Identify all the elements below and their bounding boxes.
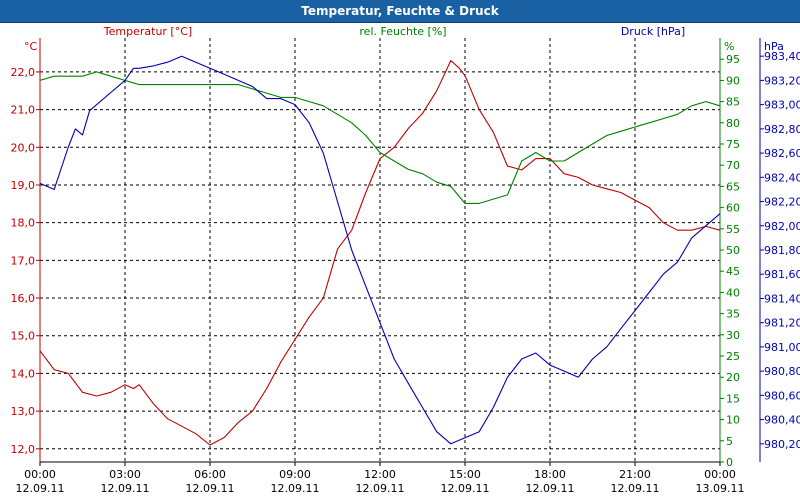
window-title: Temperatur, Feuchte & Druck [301, 4, 499, 18]
humidity-axis-tick-label: 20 [726, 371, 740, 384]
left-axis-tick-label: 18,0 [11, 217, 36, 230]
x-axis-date-label: 12.09.11 [611, 482, 660, 495]
left-axis-unit: °C [24, 40, 38, 53]
pressure-axis-tick-label: 980,40 [764, 414, 800, 427]
left-axis-tick-label: 12,0 [11, 443, 36, 456]
humidity-axis-tick-label: 35 [726, 308, 740, 321]
axes: 12,0 13,0 14,0 15,0 16,0 17,0 18,0 19,0 20,0 21,0… [11, 25, 800, 495]
x-axis-date-label: 12.09.11 [101, 482, 150, 495]
humidity-axis-tick-label: 60 [726, 202, 740, 215]
pressure-axis-tick-label: 981,40 [764, 292, 800, 305]
grid [40, 38, 720, 462]
x-axis-date-label: 12.09.11 [16, 482, 65, 495]
pressure-axis-tick-label: 980,80 [764, 365, 800, 378]
left-axis-tick-label: 16,0 [11, 292, 36, 305]
legend-temperature: Temperatur [°C] [103, 25, 192, 38]
pressure-axis-tick-label: 983,40 [764, 50, 800, 63]
humidity-axis-tick-label: 75 [726, 138, 740, 151]
pressure-axis-unit: hPa [764, 40, 784, 53]
humidity-axis-tick-label: 0 [726, 456, 733, 469]
pressure-axis-tick-label: 981,60 [764, 268, 800, 281]
pressure-axis-tick-label: 983,00 [764, 99, 800, 112]
pressure-axis-tick-label: 980,20 [764, 438, 800, 451]
x-axis-time-label: 12:00 [364, 468, 396, 481]
pressure-axis-tick-label: 982,20 [764, 196, 800, 209]
x-axis-date-label: 12.09.11 [271, 482, 320, 495]
humidity-axis-tick-label: 45 [726, 265, 740, 278]
x-axis-date-label: 12.09.11 [441, 482, 490, 495]
humidity-axis-tick-label: 10 [726, 414, 740, 427]
x-axis-time-label: 09:00 [279, 468, 311, 481]
legend-pressure: Druck [hPa] [621, 25, 685, 38]
humidity-axis-tick-label: 15 [726, 392, 740, 405]
plot-frame [39, 38, 761, 463]
left-axis-tick-label: 19,0 [11, 179, 36, 192]
humidity-axis-tick-label: 70 [726, 159, 740, 172]
series-line-rel-feuchte [39, 71, 721, 204]
humidity-axis-tick-label: 25 [726, 350, 740, 363]
humidity-axis-tick-label: 80 [726, 117, 740, 130]
humidity-axis-tick-label: 30 [726, 329, 740, 342]
x-axis-time-label: 00:00 [704, 468, 736, 481]
x-axis-time-label: 15:00 [449, 468, 481, 481]
left-axis-tick-label: 22,0 [11, 66, 36, 79]
pressure-axis-tick-label: 982,40 [764, 171, 800, 184]
x-axis-date-label: 12.09.11 [186, 482, 235, 495]
humidity-axis-tick-label: 65 [726, 180, 740, 193]
humidity-axis-tick-label: 85 [726, 96, 740, 109]
series-line-temperatur [39, 60, 721, 446]
pressure-axis-tick-label: 982,60 [764, 147, 800, 160]
humidity-axis-unit: % [724, 40, 734, 53]
title-bar: Temperatur, Feuchte & Druck [0, 0, 800, 23]
pressure-axis-tick-label: 981,00 [764, 341, 800, 354]
pressure-axis-tick-label: 981,80 [764, 244, 800, 257]
left-axis-tick-label: 14,0 [11, 367, 36, 380]
left-axis-tick-label: 13,0 [11, 405, 36, 418]
pressure-axis-tick-label: 983,20 [764, 74, 800, 87]
left-axis-tick-label: 20,0 [11, 141, 36, 154]
humidity-axis-tick-label: 50 [726, 244, 740, 257]
humidity-axis-tick-label: 5 [726, 435, 733, 448]
pressure-axis-tick-label: 980,60 [764, 389, 800, 402]
series [39, 55, 721, 446]
left-axis-tick-label: 21,0 [11, 104, 36, 117]
x-axis-time-label: 03:00 [109, 468, 141, 481]
pressure-axis-tick-label: 981,20 [764, 317, 800, 330]
humidity-axis-tick-label: 90 [726, 74, 740, 87]
left-axis-tick-label: 15,0 [11, 330, 36, 343]
series-line-druck [39, 55, 721, 445]
x-axis-time-label: 18:00 [534, 468, 566, 481]
legend-humidity: rel. Feuchte [%] [359, 25, 446, 38]
x-axis-time-label: 00:00 [24, 468, 56, 481]
x-axis-time-label: 21:00 [619, 468, 651, 481]
x-axis-time-label: 06:00 [194, 468, 226, 481]
humidity-axis-tick-label: 95 [726, 53, 740, 66]
x-axis-date-label: 12.09.11 [526, 482, 575, 495]
x-axis-date-label: 12.09.11 [356, 482, 405, 495]
x-axis-date-label: 13.09.11 [696, 482, 745, 495]
humidity-axis-tick-label: 55 [726, 223, 740, 236]
pressure-axis-tick-label: 982,00 [764, 220, 800, 233]
pressure-axis-tick-label: 982,80 [764, 123, 800, 136]
left-axis-tick-label: 17,0 [11, 254, 36, 267]
humidity-axis-tick-label: 40 [726, 286, 740, 299]
